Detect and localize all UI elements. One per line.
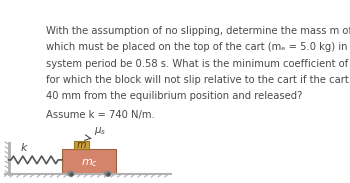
Circle shape <box>68 171 74 176</box>
Circle shape <box>105 171 111 176</box>
Text: With the assumption of no slipping, determine the mass m of the block: With the assumption of no slipping, dete… <box>47 26 350 36</box>
Text: which must be placed on the top of the cart (mₑ = 5.0 kg) in order that the: which must be placed on the top of the c… <box>47 42 350 52</box>
Text: for which the block will not slip relative to the cart if the cart is displaced: for which the block will not slip relati… <box>47 75 350 85</box>
Text: $\mu_s$: $\mu_s$ <box>94 125 107 137</box>
Text: $m_c$: $m_c$ <box>81 157 98 169</box>
Text: system period be 0.58 s. What is the minimum coefficient of static friction: system period be 0.58 s. What is the min… <box>47 59 350 69</box>
Text: m: m <box>77 140 86 150</box>
Text: Assume k = 740 N/m.: Assume k = 740 N/m. <box>47 110 155 120</box>
Bar <box>74 141 89 149</box>
Bar <box>62 149 116 174</box>
Text: 40 mm from the equilibrium position and released?: 40 mm from the equilibrium position and … <box>47 91 303 101</box>
Text: k: k <box>20 143 27 153</box>
